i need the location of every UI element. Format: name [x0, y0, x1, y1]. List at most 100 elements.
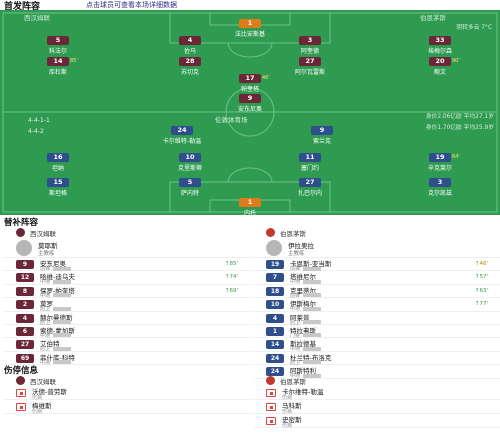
away-player[interactable]: 5 萨内特 — [158, 178, 222, 200]
shirt-number: 14 — [266, 340, 284, 350]
injury-reason: 伤病 — [282, 423, 293, 429]
list-item[interactable]: 18 克里蒂尔 前锋 ↑63' — [254, 285, 500, 299]
team-name: 伯恩茅斯 — [280, 378, 306, 386]
away-player[interactable]: 16 坦纳 — [26, 153, 90, 175]
player-position: 前锋 — [290, 292, 322, 299]
coach-name: 莫耶斯 — [38, 242, 58, 250]
list-item[interactable]: 卡尔维特-勒温 伤病 — [254, 386, 500, 401]
list-item[interactable]: 4 阿莱普 后卫 — [254, 312, 500, 326]
list-item[interactable]: 6 索德-蒙加斯 中场 — [4, 325, 252, 339]
player-name: 法比安斯基 — [234, 31, 265, 38]
list-item[interactable]: 9 安东尼奥 前锋 ↑85' — [4, 258, 252, 272]
away-player[interactable]: 3 克尔凯兹 — [408, 178, 472, 200]
shirt-number: 14 — [47, 57, 69, 66]
rating-bar — [53, 306, 72, 311]
home-player[interactable]: 28 苏切克 — [158, 57, 222, 79]
list-item[interactable]: 7 塔维尼尔 中场 ↑57' — [254, 271, 500, 285]
player-name: 伊斯梅尔 — [290, 300, 316, 309]
away-player[interactable]: 24 卡尔维特-勒温 — [150, 126, 214, 148]
rating-bar — [53, 279, 72, 284]
pitch-lines — [2, 12, 498, 213]
away-injuries-column: 伯恩茅斯 卡尔维特-勒温 伤病 马科斯 伤病 史密斯 伤病 — [254, 375, 500, 429]
home-injuries-column: 西汉姆联 沃德-普劳斯 伤病 梅维斯 伤病 — [4, 375, 252, 415]
rating-bar — [53, 266, 72, 271]
shirt-number: 10 — [266, 300, 284, 310]
home-player[interactable]: 5 科法尔 — [26, 36, 90, 58]
list-item[interactable]: 沃德-普劳斯 伤病 — [4, 386, 252, 401]
home-coach[interactable]: 莫耶斯 主教练 — [4, 238, 252, 258]
rating-bar — [53, 346, 72, 351]
sub-event: 90' — [452, 58, 460, 64]
injury-reason: 伤病 — [282, 395, 293, 401]
subs-title: 替补阵容 — [4, 218, 39, 228]
rating-bar — [303, 373, 322, 378]
player-name: 斯坦格 — [48, 190, 67, 197]
shirt-number: 18 — [266, 286, 284, 296]
list-item[interactable]: 19 卡恩斯-亚当斯 前锋 ↑46' — [254, 258, 500, 272]
home-player[interactable]: 17 46' 帕奎塔 — [218, 74, 282, 96]
away-player[interactable]: 19 64' 辛克莱尔 — [408, 153, 472, 175]
away-player[interactable]: 15 斯坦格 — [26, 178, 90, 200]
shirt-number: 3 — [429, 178, 451, 187]
team-name: 西汉姆联 — [30, 378, 56, 386]
coach-name: 伊拉奥拉 — [288, 242, 314, 250]
home-player[interactable]: 27 阿尔瓦雷斯 — [278, 57, 342, 79]
shirt-number: 3 — [299, 36, 321, 45]
away-coach[interactable]: 伊拉奥拉 主教练 — [254, 238, 500, 258]
list-item[interactable]: 梅维斯 伤病 — [4, 400, 252, 415]
coach-role: 主教练 — [288, 251, 305, 257]
player-name: 佐马 — [183, 48, 196, 55]
list-item[interactable]: 24 阿斯特利 中场 — [254, 365, 500, 379]
player-name: 塔维尼尔 — [290, 273, 316, 282]
away-player-gk[interactable]: 1 内托 — [218, 198, 282, 215]
away-player[interactable]: 9 索兰克 — [290, 126, 354, 148]
player-name: 卡恩斯-亚当斯 — [290, 260, 332, 268]
away-player[interactable]: 10 克里斯蒂 — [158, 153, 222, 175]
list-item[interactable]: 12 哈维-迪乌夫 中场 ↑74' — [4, 271, 252, 285]
shirt-number: 27 — [299, 178, 321, 187]
home-player[interactable]: 4 佐马 — [158, 36, 222, 58]
list-item[interactable]: 4 赫尔曼德斯 后卫 — [4, 312, 252, 326]
list-item[interactable]: 14 斯拉德基 中场 — [254, 338, 500, 352]
team-name: 西汉姆联 — [30, 230, 56, 238]
lineup-header: 首发阵容 点击球员可查看本场详细数据 — [0, 0, 500, 12]
list-item[interactable]: 2 莫罗 后卫 — [4, 298, 252, 312]
player-name: 安东尼奥 — [40, 260, 66, 268]
sub-time-tag: ↑85' — [224, 261, 238, 267]
list-item[interactable]: 27 艾伯特 后卫 — [4, 338, 252, 352]
home-player[interactable]: 20 90' 鲍文 — [408, 57, 472, 79]
away-formation: 4-4-2 — [28, 128, 44, 135]
rating-bar — [303, 320, 322, 325]
sub-time-tag: ↑77' — [474, 301, 488, 308]
player-position: 中场 — [40, 359, 72, 366]
home-player[interactable]: 33 埃梅尔森 — [408, 36, 472, 58]
away-player[interactable]: 11 塞门约 — [278, 153, 342, 175]
rating-bar — [303, 293, 322, 298]
list-item[interactable]: 马科斯 伤病 — [254, 400, 500, 415]
home-player[interactable]: 3 阿奎德 — [278, 36, 342, 58]
player-position: 后卫 — [290, 359, 322, 366]
player-name: 阿奎德 — [300, 48, 319, 55]
player-name: 赫尔曼德斯 — [40, 313, 73, 322]
list-item[interactable]: 24 杜兰特-布洛克 后卫 — [254, 352, 500, 366]
list-item[interactable]: 69 菲什库-科特 中场 — [4, 352, 252, 366]
player-name: 库杜斯 — [48, 69, 67, 76]
shirt-number: 20 — [429, 57, 451, 66]
list-item[interactable]: 史密斯 伤病 — [254, 414, 500, 429]
home-player-gk[interactable]: 1 法比安斯基 — [218, 19, 282, 41]
away-player[interactable]: 27 扎巴尔内 — [278, 178, 342, 200]
player-name: 保罗-帕奎塔 — [40, 286, 75, 295]
sub-event: 64' — [452, 154, 460, 160]
home-player[interactable]: 14 85' 库杜斯 — [26, 57, 90, 79]
list-item[interactable]: 8 保罗-帕奎塔 中场 ↑69' — [4, 285, 252, 299]
home-player[interactable]: 9 安东尼奥 — [218, 94, 282, 116]
rating-bar — [303, 306, 322, 311]
player-name: 坦纳 — [51, 165, 64, 172]
shirt-number: 24 — [266, 353, 284, 363]
player-name: 鲍文 — [433, 69, 446, 76]
list-item[interactable]: 1 特拉弗斯 门将 — [254, 325, 500, 339]
sub-event: 46' — [262, 75, 270, 81]
list-item[interactable]: 10 伊斯梅尔 中场 ↑77' — [254, 298, 500, 312]
shirt-number: 6 — [16, 326, 34, 336]
player-name: 哈维-迪乌夫 — [40, 273, 75, 282]
